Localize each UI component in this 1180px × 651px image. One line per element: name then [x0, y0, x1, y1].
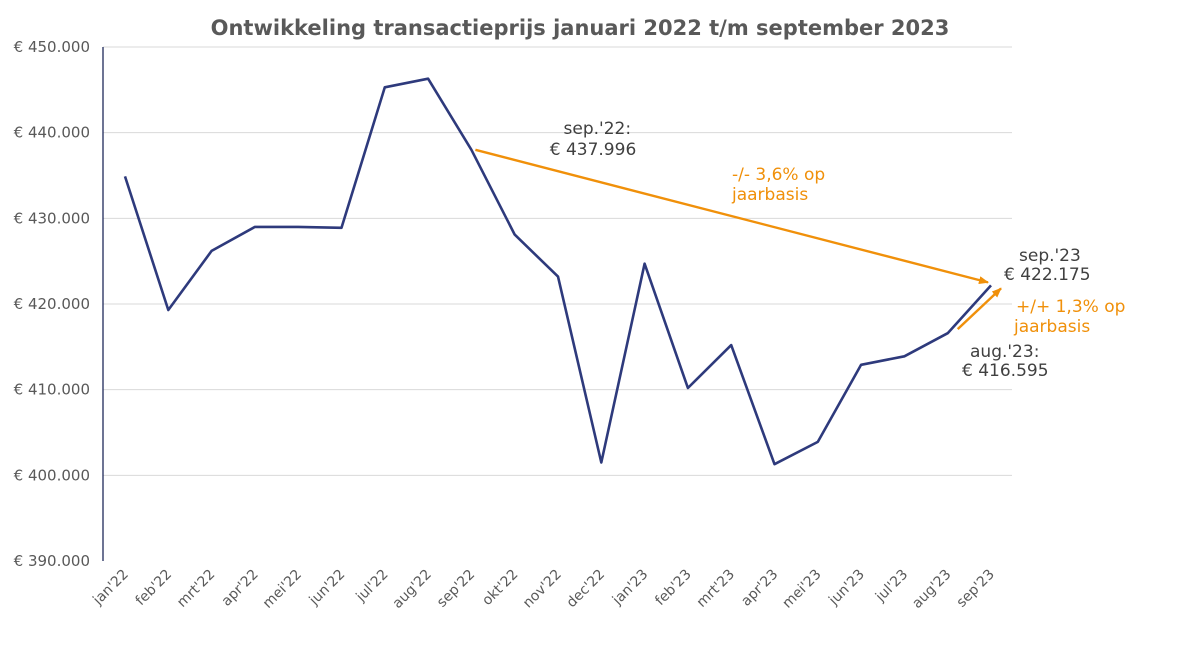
annotation-yearly-change: -/- 3,6% op jaarbasis [731, 165, 831, 205]
y-axis-ticks: € 450.000 € 440.000 € 430.000 € 420.000 € 41… [14, 38, 90, 570]
x-tick-label: apr'23 [738, 567, 781, 610]
x-tick-label: mei'22 [260, 567, 305, 612]
x-tick-label: jan'22 [89, 567, 131, 609]
x-tick-label: okt'22 [479, 567, 521, 609]
trend-arrow-yearly [475, 148, 989, 284]
x-tick-label: mrt'22 [174, 567, 218, 611]
annotation-monthly-change: +/+ 1,3% op jaarbasis [1013, 297, 1131, 337]
x-tick-label: mrt'23 [694, 567, 738, 611]
y-tick-label: € 410.000 [14, 381, 90, 399]
x-tick-label: jul'23 [872, 567, 911, 606]
x-tick-label: sep'22 [434, 567, 478, 611]
x-tick-label: jul'22 [353, 567, 392, 606]
series-line [123, 77, 992, 466]
x-tick-label: aug'23 [909, 567, 954, 612]
trend-arrow-monthly [956, 287, 1002, 331]
y-tick-label: € 390.000 [14, 552, 90, 570]
x-tick-label: apr'22 [219, 567, 262, 610]
x-tick-label: jan'23 [609, 567, 651, 609]
y-tick-label: € 450.000 [14, 38, 90, 56]
x-tick-label: feb'22 [133, 567, 175, 609]
y-tick-label: € 400.000 [14, 466, 90, 484]
x-tick-label: nov'22 [520, 567, 565, 612]
x-tick-label: jun'23 [825, 567, 868, 610]
x-tick-label: sep'23 [954, 567, 998, 611]
x-tick-label: aug'22 [390, 567, 435, 612]
annotation-aug23: aug.'23: € 416.595 [962, 342, 1049, 381]
y-tick-label: € 430.000 [14, 209, 90, 227]
chart-title: Ontwikkeling transactieprijs januari 202… [210, 16, 950, 40]
x-tick-label: jun'22 [306, 567, 349, 610]
y-tick-label: € 440.000 [14, 124, 90, 142]
x-tick-label: feb'23 [652, 567, 694, 609]
annotation-sep22: sep.'22: € 437.996 [550, 119, 637, 160]
gridlines [103, 46, 1012, 476]
x-tick-label: mei'23 [780, 567, 825, 612]
x-tick-label: dec'22 [564, 567, 608, 611]
annotation-sep23: sep.'23 € 422.175 [1004, 246, 1091, 285]
y-tick-label: € 420.000 [14, 295, 90, 313]
